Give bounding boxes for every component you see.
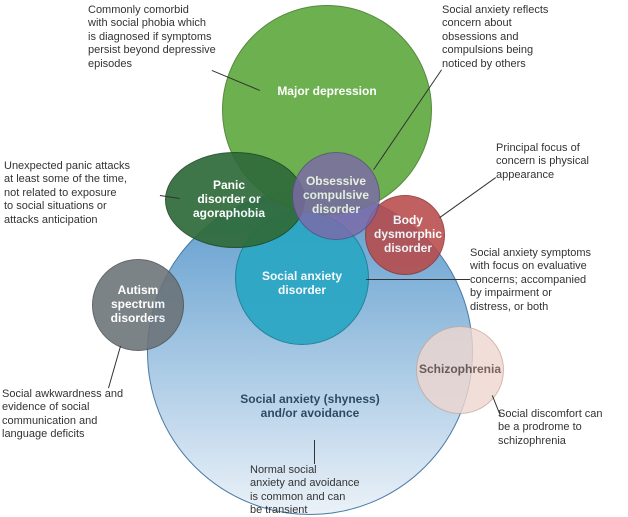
ann-bdd: Principal focus ofconcern is physicalapp… <box>496 142 621 182</box>
circle-label: Autismspectrumdisorders <box>111 284 166 325</box>
ann-panic: Unexpected panic attacksat least some of… <box>4 160 162 227</box>
circle-ocd: Obsessivecompulsivedisorder <box>292 152 380 240</box>
circle-panic: Panicdisorder oragoraphobia <box>165 152 305 248</box>
circle-label: Social anxiety (shyness)and/or avoidance <box>240 393 379 421</box>
leader-line <box>439 177 496 218</box>
leader-line <box>108 346 121 388</box>
ann-schizo: Social discomfort canbe a prodrome tosch… <box>498 408 628 448</box>
circle-schizophrenia: Schizophrenia <box>416 326 504 414</box>
leader-line <box>366 279 470 280</box>
circle-autism: Autismspectrumdisorders <box>92 259 184 351</box>
diagram-canvas: Social anxiety (shyness)and/or avoidance… <box>0 0 628 517</box>
circle-label: Obsessivecompulsivedisorder <box>303 175 369 216</box>
circle-label: Social anxietydisorder <box>262 270 342 298</box>
circle-label: Schizophrenia <box>419 363 501 377</box>
circle-label: Panicdisorder oragoraphobia <box>193 179 265 220</box>
ann-depression: Commonly comorbidwith social phobia whic… <box>88 4 238 71</box>
ann-ocd: Social anxiety reflectsconcern aboutobse… <box>442 4 582 71</box>
ann-shyness: Normal socialanxiety and avoidanceis com… <box>250 464 395 517</box>
ann-sad: Social anxiety symptomswith focus on eva… <box>470 247 622 314</box>
leader-line <box>314 440 315 464</box>
circle-label: Bodydysmorphicdisorder <box>374 214 442 255</box>
circle-label: Major depression <box>277 85 376 99</box>
ann-autism: Social awkwardness andevidence of social… <box>2 388 152 442</box>
